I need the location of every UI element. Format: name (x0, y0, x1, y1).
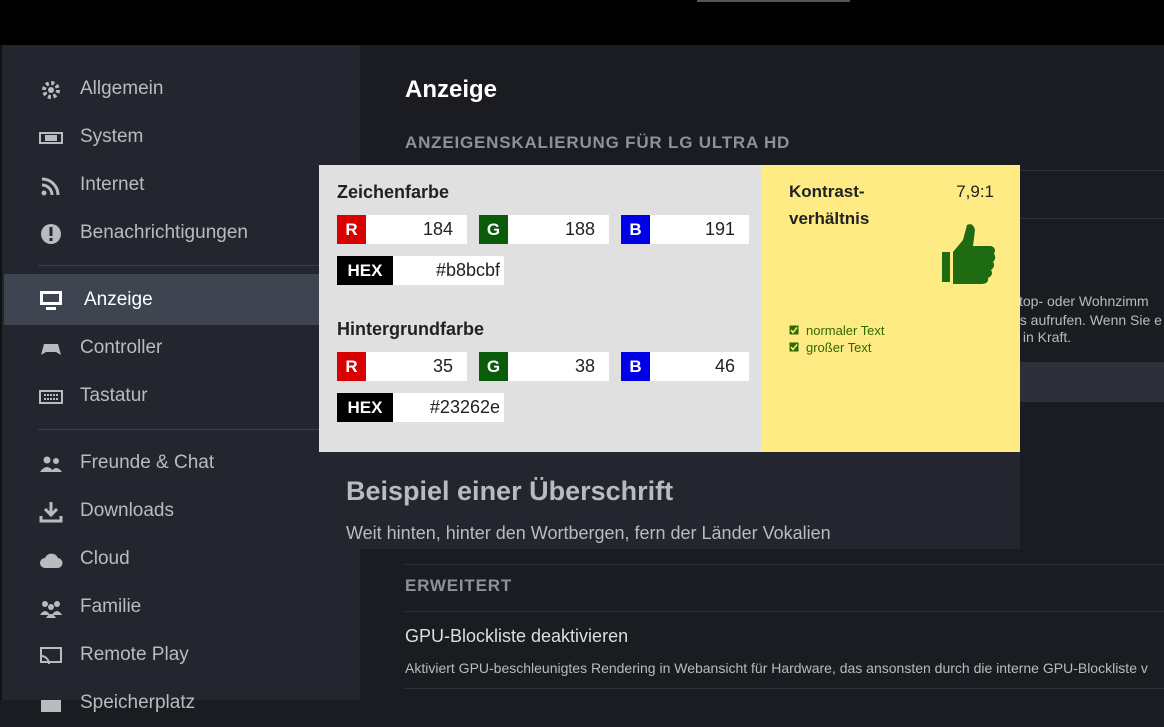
divider (405, 688, 1164, 689)
checkbox-icon (789, 325, 799, 335)
setting-description: Aktiviert GPU-beschleunigtes Rendering i… (405, 660, 1148, 676)
divider (405, 611, 1164, 612)
sidebar-icon (41, 700, 61, 712)
top-indicator (697, 0, 850, 2)
sidebar-label: Remote Play (80, 644, 189, 665)
channel-label: R (337, 215, 366, 244)
contrast-label: Kontrast- (789, 182, 865, 201)
channel-label: G (479, 352, 508, 381)
sidebar-item[interactable]: Speicherplatz (4, 679, 362, 727)
sidebar-label: Controller (80, 337, 163, 358)
checkbox-icon (789, 342, 799, 352)
sidebar-label: Benachrichtigungen (80, 222, 248, 243)
sidebar-item[interactable]: Remote Play (4, 631, 362, 679)
channel-value[interactable]: 191 (650, 215, 749, 244)
channel-value[interactable]: 35 (366, 352, 467, 381)
sidebar-item[interactable]: System (4, 113, 362, 161)
page-title: Anzeige (405, 76, 498, 103)
sidebar-item[interactable]: Allgemein (4, 65, 362, 113)
channel-value[interactable]: 188 (508, 215, 609, 244)
hex-value[interactable]: #23262e (393, 393, 504, 422)
sample-box: Beispiel einer Überschrift Weit hinten, … (319, 452, 1020, 549)
hex-label: HEX (337, 393, 393, 422)
channel-label: G (479, 215, 508, 244)
divider (38, 429, 348, 430)
sidebar-label: Internet (80, 174, 145, 195)
sidebar-icon (41, 224, 61, 244)
sidebar-item[interactable]: Freunde & Chat (4, 439, 362, 487)
channel-label: R (337, 352, 366, 381)
check-label: großer Text (806, 340, 872, 355)
sidebar-icon (40, 601, 62, 618)
sidebar-item[interactable]: Benachrichtigungen (4, 209, 362, 257)
partial-text: us aufrufen. Wenn Sie e (1012, 312, 1162, 328)
channel-label: B (621, 215, 650, 244)
sidebar-icon (40, 647, 62, 665)
sidebar-label: Allgemein (80, 78, 164, 99)
sidebar-icon (39, 390, 63, 404)
sidebar-icon (40, 291, 62, 310)
hex-value[interactable]: #b8bcbf (393, 256, 504, 285)
sidebar-item[interactable]: Controller (4, 324, 362, 372)
section-heading: ERWEITERT (405, 576, 513, 595)
sample-heading: Beispiel einer Überschrift (346, 476, 674, 506)
channel-value[interactable]: 184 (366, 215, 467, 244)
divider (405, 564, 1164, 565)
sidebar-icon (39, 132, 63, 144)
contrast-label: verhältnis (789, 209, 870, 228)
partial-text: s in Kraft. (1012, 329, 1072, 345)
sidebar-item[interactable]: Internet (4, 161, 362, 209)
sidebar-label: Downloads (80, 500, 174, 521)
divider (38, 265, 348, 266)
sidebar-icon (42, 81, 60, 99)
sidebar-icon (39, 502, 63, 523)
sidebar-item[interactable]: Anzeige (4, 274, 362, 325)
top-bar (0, 0, 1164, 45)
channel-value[interactable]: 38 (508, 352, 609, 381)
sidebar-item[interactable]: Downloads (4, 487, 362, 535)
color-group-label: Hintergrundfarbe (337, 319, 485, 339)
thumbs-up-icon (942, 224, 996, 284)
sidebar: Allgemein System Internet Benachrichtigunge… (0, 45, 362, 713)
channel-label: B (621, 352, 650, 381)
hex-label: HEX (337, 256, 393, 285)
channel-value[interactable]: 46 (650, 352, 749, 381)
sidebar-label: System (80, 126, 144, 147)
sidebar-item[interactable]: Tastatur (4, 372, 362, 420)
sidebar-icon (41, 344, 61, 355)
sidebar-item[interactable]: Familie (4, 583, 362, 631)
sidebar-label: Cloud (80, 548, 130, 569)
sidebar-item[interactable]: Cloud (4, 535, 362, 583)
sample-text: Weit hinten, hinter den Wortbergen, fern… (346, 523, 831, 543)
partial-text: ktop- oder Wohnzimm (1012, 293, 1149, 309)
contrast-ratio: 7,9:1 (956, 182, 994, 201)
check-label: normaler Text (806, 323, 885, 338)
sidebar-label: Tastatur (80, 385, 148, 406)
section-heading: ANZEIGENSKALIERUNG FÜR LG ULTRA HD (405, 133, 791, 152)
sidebar-label: Freunde & Chat (80, 452, 215, 473)
sidebar-icon (40, 553, 63, 569)
sidebar-icon (40, 456, 62, 472)
contrast-panel (761, 165, 1020, 452)
sidebar-label: Familie (80, 596, 142, 617)
setting-title[interactable]: GPU-Blockliste deaktivieren (405, 626, 629, 646)
sidebar-label: Speicherplatz (80, 692, 196, 713)
sidebar-label: Anzeige (84, 289, 153, 310)
color-group-label: Zeichenfarbe (337, 182, 450, 202)
sidebar-icon (41, 177, 60, 196)
